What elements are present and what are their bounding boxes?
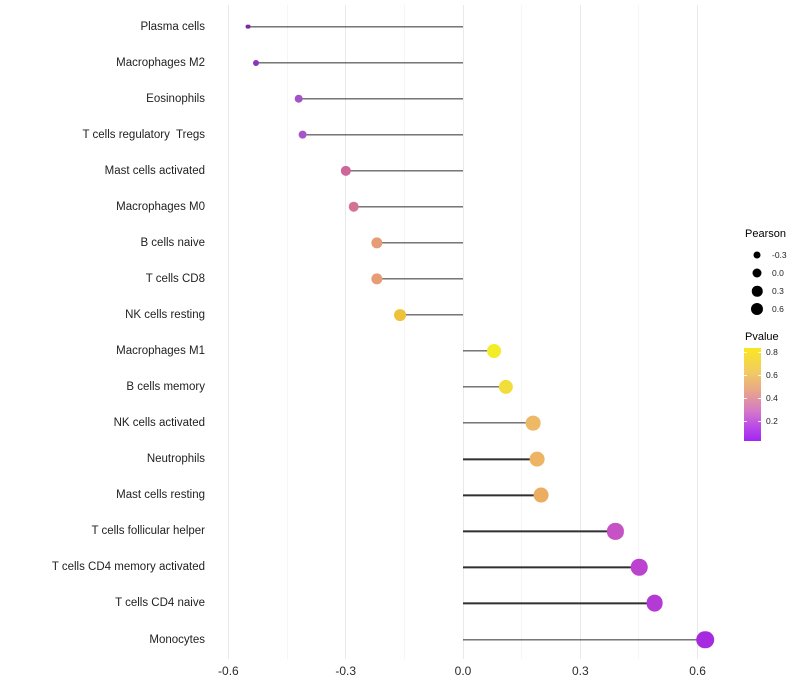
colorbar-label: 0.6 (766, 370, 778, 380)
major-gridline (462, 5, 464, 659)
size-legend-dot (752, 268, 762, 278)
lollipop-dot (340, 165, 351, 176)
category-label: Macrophages M2 (116, 56, 205, 69)
lollipop-stem (376, 242, 463, 244)
lollipop-stem (353, 206, 463, 208)
lollipop-stem (247, 25, 463, 28)
color-legend-title: Pvalue (745, 331, 779, 343)
size-legend-label: 0.3 (772, 286, 784, 296)
lollipop-dot (696, 630, 715, 649)
major-gridline (227, 5, 229, 659)
colorbar-label: 0.4 (766, 393, 778, 403)
lollipop-stem (400, 314, 463, 316)
minor-gridline (403, 5, 405, 659)
lollipop-stem (298, 97, 463, 100)
category-label: T cells CD4 naive (115, 597, 205, 610)
colorbar-tick (758, 421, 761, 422)
lollipop-dot (498, 379, 514, 395)
category-label: Eosinophils (146, 92, 205, 105)
minor-gridline (521, 5, 523, 659)
x-tick-label: -0.6 (218, 664, 239, 678)
lollipop-stem (463, 602, 655, 605)
category-label: NK cells resting (125, 308, 205, 321)
size-legend-title: Pearson (745, 228, 786, 240)
lollipop-dot (529, 451, 545, 467)
category-label: Neutrophils (146, 453, 205, 466)
size-legend-dot (753, 251, 761, 259)
colorbar-tick (744, 398, 747, 399)
size-legend-dot (751, 303, 763, 315)
lollipop-dot (533, 487, 549, 503)
lollipop-dot (394, 309, 407, 321)
lollipop-dot (607, 523, 624, 540)
major-gridline (345, 5, 347, 659)
lollipop-stem (345, 170, 463, 172)
colorbar-tick (758, 398, 761, 399)
lollipop-stem (463, 350, 495, 352)
lollipop-dot (371, 273, 383, 285)
category-label: Plasma cells (140, 20, 205, 33)
colorbar-tick (758, 352, 761, 353)
colorbar-tick (744, 375, 747, 376)
colorbar-label: 0.8 (766, 347, 778, 357)
lollipop-dot (487, 344, 502, 359)
x-tick-label: 0.6 (689, 664, 706, 678)
lollipop-stem (463, 458, 538, 460)
x-tick-label: 0.0 (454, 664, 472, 678)
major-gridline (579, 5, 581, 659)
category-label: Macrophages M1 (116, 345, 205, 358)
lollipop-dot (526, 415, 541, 431)
lollipop-stem (376, 278, 463, 280)
x-tick-label: -0.3 (335, 664, 357, 678)
colorbar-label: 0.2 (766, 416, 778, 426)
lollipop-stem (463, 638, 706, 641)
minor-gridline (286, 5, 288, 659)
lollipop-dot (298, 130, 308, 140)
minor-gridline (638, 5, 640, 659)
lollipop-stem (463, 386, 506, 388)
lollipop-dot (371, 237, 383, 249)
lollipop-dot (646, 595, 663, 612)
category-label: B cells memory (126, 381, 205, 394)
lollipop-dot (294, 94, 304, 103)
category-label: Mast cells resting (116, 489, 205, 502)
category-label: NK cells activated (113, 417, 205, 430)
size-legend-label: 0.6 (772, 304, 784, 314)
size-legend-label: 0.0 (772, 268, 784, 278)
lollipop-stem (255, 61, 463, 64)
lollipop-dot (348, 201, 359, 213)
major-gridline (697, 5, 699, 659)
colorbar-tick (744, 421, 747, 422)
pvalue-colorbar (744, 348, 761, 441)
lollipop-dot (630, 559, 648, 576)
lollipop-stem (463, 494, 542, 496)
lollipop-stem (463, 530, 616, 532)
category-label: Mast cells activated (104, 164, 205, 177)
lollipop-stem (463, 566, 639, 569)
x-tick-label: 0.3 (571, 664, 589, 678)
category-label: Macrophages M0 (116, 200, 205, 213)
category-label: T cells follicular helper (91, 525, 205, 538)
category-label: T cells CD4 memory activated (51, 561, 205, 574)
lollipop-stem (463, 422, 534, 424)
colorbar-tick (758, 375, 761, 376)
size-legend-label: -0.3 (772, 250, 787, 260)
lollipop-stem (302, 134, 463, 136)
category-label: T cells regulatory Tregs (82, 128, 205, 141)
category-label: B cells naive (140, 236, 205, 249)
category-label: Monocytes (149, 633, 205, 646)
size-legend-dot (751, 285, 763, 297)
colorbar-tick (744, 352, 747, 353)
lollipop-dot (252, 59, 259, 66)
category-label: T cells CD8 (145, 272, 205, 285)
lollipop-dot (245, 24, 251, 29)
